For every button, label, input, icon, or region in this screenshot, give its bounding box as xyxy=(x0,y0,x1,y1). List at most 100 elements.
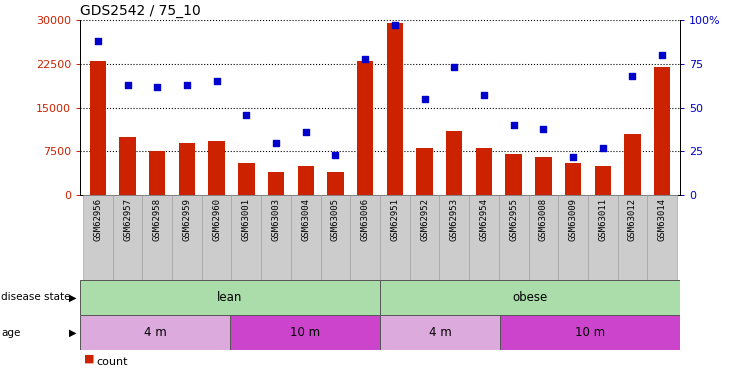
Text: GSM62954: GSM62954 xyxy=(480,198,488,240)
Text: GSM62958: GSM62958 xyxy=(153,198,162,240)
Bar xyxy=(298,166,314,195)
Bar xyxy=(588,195,618,280)
Bar xyxy=(476,148,492,195)
Bar xyxy=(654,67,670,195)
Point xyxy=(508,122,520,128)
Text: obese: obese xyxy=(512,291,548,304)
Point xyxy=(626,73,638,79)
Point xyxy=(300,129,312,135)
Bar xyxy=(209,141,225,195)
Bar xyxy=(291,195,320,280)
Text: GSM62952: GSM62952 xyxy=(420,198,429,240)
Bar xyxy=(535,157,552,195)
Text: 4 m: 4 m xyxy=(144,326,166,339)
Bar xyxy=(380,195,410,280)
Point xyxy=(389,22,401,28)
Text: GSM63005: GSM63005 xyxy=(331,198,340,240)
Text: ■: ■ xyxy=(84,354,94,364)
Text: GSM63008: GSM63008 xyxy=(539,198,548,240)
Bar xyxy=(529,195,558,280)
Bar xyxy=(179,142,195,195)
Bar xyxy=(327,172,344,195)
Text: 4 m: 4 m xyxy=(429,326,451,339)
Point xyxy=(330,152,342,158)
Bar xyxy=(500,315,680,350)
Bar xyxy=(149,151,166,195)
Bar xyxy=(558,195,588,280)
Text: count: count xyxy=(96,357,128,367)
Bar xyxy=(320,195,350,280)
Text: GSM62959: GSM62959 xyxy=(182,198,191,240)
Text: GSM63001: GSM63001 xyxy=(242,198,251,240)
Bar xyxy=(595,166,611,195)
Bar xyxy=(380,315,500,350)
Text: GSM62951: GSM62951 xyxy=(391,198,399,240)
Bar xyxy=(201,195,231,280)
Text: 10 m: 10 m xyxy=(290,326,320,339)
Text: GDS2542 / 75_10: GDS2542 / 75_10 xyxy=(80,4,201,18)
Bar xyxy=(230,315,380,350)
Bar xyxy=(499,195,529,280)
Bar xyxy=(90,61,106,195)
Bar xyxy=(231,195,261,280)
Bar xyxy=(648,195,677,280)
Text: GSM62956: GSM62956 xyxy=(93,198,102,240)
Bar xyxy=(112,195,142,280)
Bar xyxy=(565,163,581,195)
Text: GSM63011: GSM63011 xyxy=(599,198,607,240)
Bar xyxy=(80,315,230,350)
Text: GSM63009: GSM63009 xyxy=(569,198,577,240)
Bar xyxy=(261,195,291,280)
Point xyxy=(419,96,431,102)
Text: lean: lean xyxy=(218,291,242,304)
Point xyxy=(92,38,104,44)
Point xyxy=(656,52,668,58)
Point xyxy=(537,126,549,132)
Bar xyxy=(416,148,433,195)
Point xyxy=(122,82,134,88)
Bar xyxy=(350,195,380,280)
Bar xyxy=(446,131,462,195)
Text: GSM63003: GSM63003 xyxy=(272,198,280,240)
Bar xyxy=(238,163,255,195)
Point xyxy=(240,111,252,117)
Text: GSM63004: GSM63004 xyxy=(301,198,310,240)
Text: 10 m: 10 m xyxy=(575,326,605,339)
Text: GSM63012: GSM63012 xyxy=(628,198,637,240)
Text: GSM62957: GSM62957 xyxy=(123,198,132,240)
Point xyxy=(597,145,609,151)
Point xyxy=(567,153,579,159)
Text: ■: ■ xyxy=(84,374,94,375)
Point xyxy=(359,56,371,62)
Point xyxy=(211,78,223,84)
Bar xyxy=(83,195,112,280)
Bar xyxy=(80,280,380,315)
Bar xyxy=(142,195,172,280)
Text: ▶: ▶ xyxy=(69,327,77,338)
Bar xyxy=(505,154,522,195)
Text: GSM63014: GSM63014 xyxy=(658,198,666,240)
Bar xyxy=(172,195,201,280)
Bar xyxy=(439,195,469,280)
Bar xyxy=(410,195,439,280)
Bar xyxy=(357,61,373,195)
Point xyxy=(478,92,490,98)
Bar xyxy=(469,195,499,280)
Bar xyxy=(387,23,403,195)
Point xyxy=(151,84,163,90)
Bar xyxy=(120,136,136,195)
Text: ▶: ▶ xyxy=(69,292,77,303)
Bar xyxy=(380,280,680,315)
Text: GSM62953: GSM62953 xyxy=(450,198,458,240)
Bar xyxy=(618,195,648,280)
Text: disease state: disease state xyxy=(1,292,71,303)
Text: GSM63006: GSM63006 xyxy=(361,198,369,240)
Bar xyxy=(268,172,284,195)
Bar xyxy=(624,134,641,195)
Point xyxy=(448,64,460,70)
Text: GSM62955: GSM62955 xyxy=(509,198,518,240)
Point xyxy=(270,140,282,146)
Point xyxy=(181,82,193,88)
Text: age: age xyxy=(1,327,21,338)
Text: GSM62960: GSM62960 xyxy=(212,198,221,240)
